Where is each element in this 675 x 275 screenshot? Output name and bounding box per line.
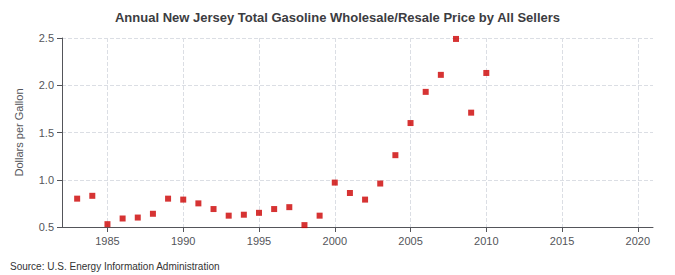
svg-text:2.0: 2.0 (39, 79, 54, 91)
svg-text:0.5: 0.5 (39, 221, 54, 233)
svg-text:Source: U.S. Energy Informatio: Source: U.S. Energy Information Administ… (10, 261, 220, 272)
svg-text:1985: 1985 (95, 235, 119, 247)
svg-text:2020: 2020 (626, 235, 650, 247)
svg-text:2000: 2000 (323, 235, 347, 247)
svg-text:1995: 1995 (247, 235, 271, 247)
svg-text:1.5: 1.5 (39, 127, 54, 139)
svg-text:1990: 1990 (171, 235, 195, 247)
svg-text:2005: 2005 (398, 235, 422, 247)
svg-text:Dollars per Gallon: Dollars per Gallon (13, 88, 25, 176)
svg-text:2010: 2010 (474, 235, 498, 247)
svg-text:Annual New Jersey Total Gasoli: Annual New Jersey Total Gasoline Wholesa… (115, 10, 560, 25)
svg-text:2.5: 2.5 (39, 32, 54, 44)
svg-text:1.0: 1.0 (39, 174, 54, 186)
svg-text:2015: 2015 (550, 235, 574, 247)
